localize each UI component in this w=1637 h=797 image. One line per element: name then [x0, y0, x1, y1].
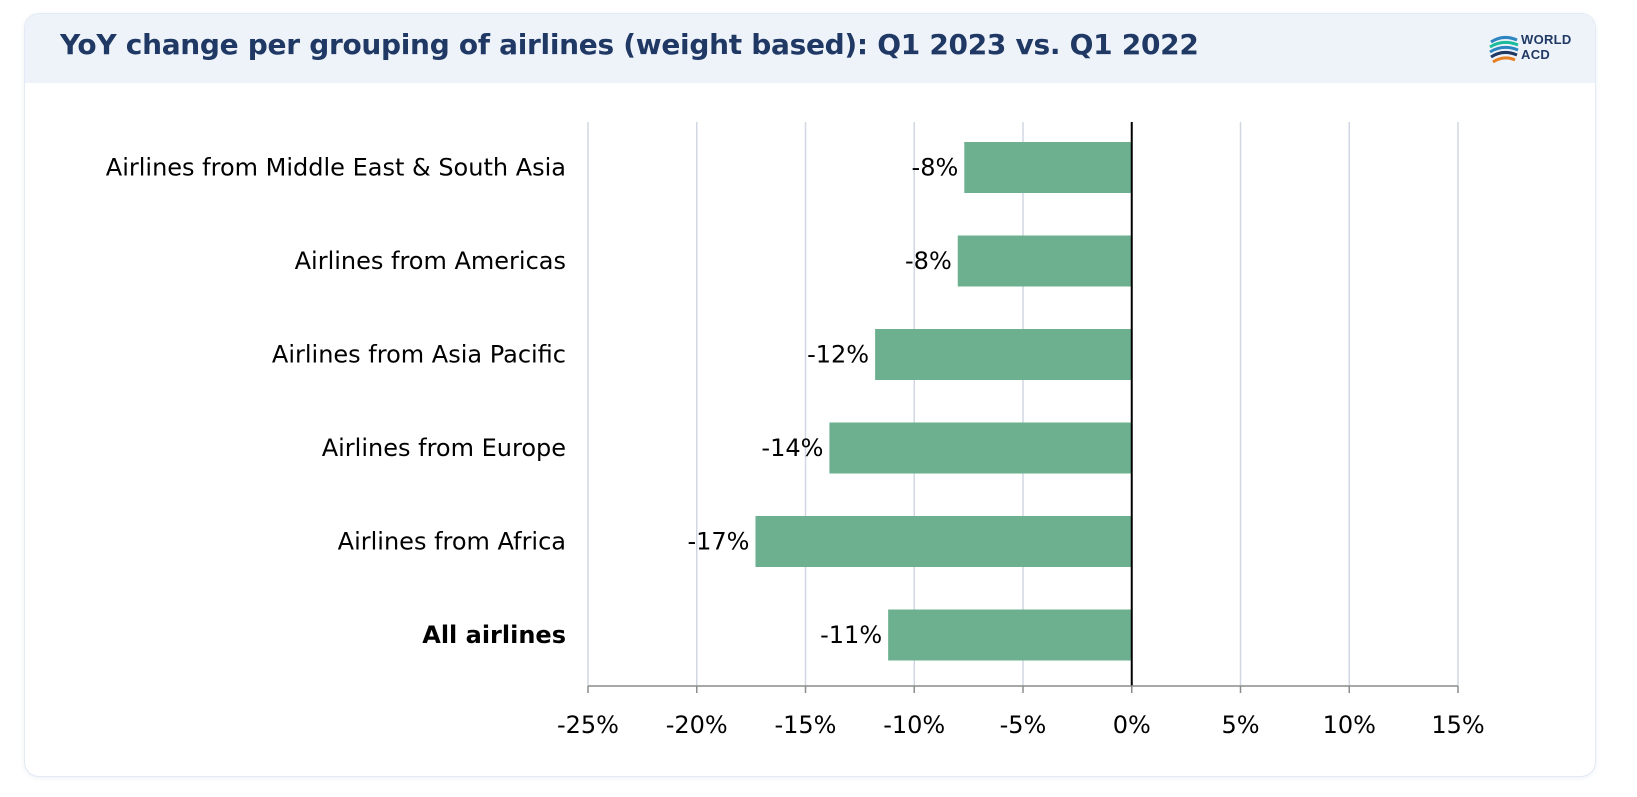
bar: [875, 329, 1132, 380]
logo-text: WORLD ACD: [1521, 32, 1572, 62]
data-label: -11%: [820, 621, 882, 649]
category-label: All airlines: [422, 621, 566, 649]
x-tick-label: -10%: [883, 711, 945, 739]
data-label: -17%: [687, 528, 749, 556]
logo-line1: WORLD: [1521, 32, 1572, 47]
x-tick-label: 15%: [1431, 711, 1484, 739]
x-tick-label: -25%: [557, 711, 619, 739]
x-tick-labels: -25% -20% -15% -10% -5% 0% 5% 10% 15%: [557, 711, 1485, 739]
bar: [755, 516, 1132, 567]
x-tick-label: -20%: [666, 711, 728, 739]
chart-header: YoY change per grouping of airlines (wei…: [25, 14, 1595, 83]
x-tick-label: -5%: [1000, 711, 1047, 739]
x-tick-label: 10%: [1323, 711, 1376, 739]
category-label: Airlines from Asia Pacific: [272, 341, 566, 369]
x-tick-label: 0%: [1113, 711, 1151, 739]
category-labels: Airlines from Middle East & South Asia Ai…: [106, 154, 566, 650]
x-tick-label: -15%: [774, 711, 836, 739]
data-labels: -8% -8% -12% -14% -17% -11%: [687, 154, 958, 650]
world-acd-logo: WORLD ACD: [1487, 30, 1571, 70]
x-axis: [587, 122, 1459, 693]
chart-card: YoY change per grouping of airlines (wei…: [25, 14, 1595, 776]
bar: [888, 609, 1132, 661]
category-label: Airlines from Africa: [338, 528, 566, 556]
data-label: -14%: [761, 434, 823, 462]
logo-line2: ACD: [1521, 47, 1551, 62]
gridlines: [587, 122, 1459, 686]
data-label: -8%: [912, 154, 959, 182]
category-label: Airlines from Middle East & South Asia: [106, 154, 566, 182]
category-label: Airlines from Europe: [322, 434, 566, 462]
bar: [829, 422, 1132, 474]
bar: [957, 235, 1132, 287]
x-tick-label: 5%: [1221, 711, 1259, 739]
data-label: -8%: [905, 247, 952, 275]
bars: [755, 142, 1132, 661]
globe-swoosh-icon: [1489, 35, 1519, 64]
data-label: -12%: [807, 341, 869, 369]
chart-title: YoY change per grouping of airlines (wei…: [60, 28, 1199, 61]
category-label: Airlines from Americas: [295, 247, 566, 275]
bar: [964, 142, 1132, 193]
